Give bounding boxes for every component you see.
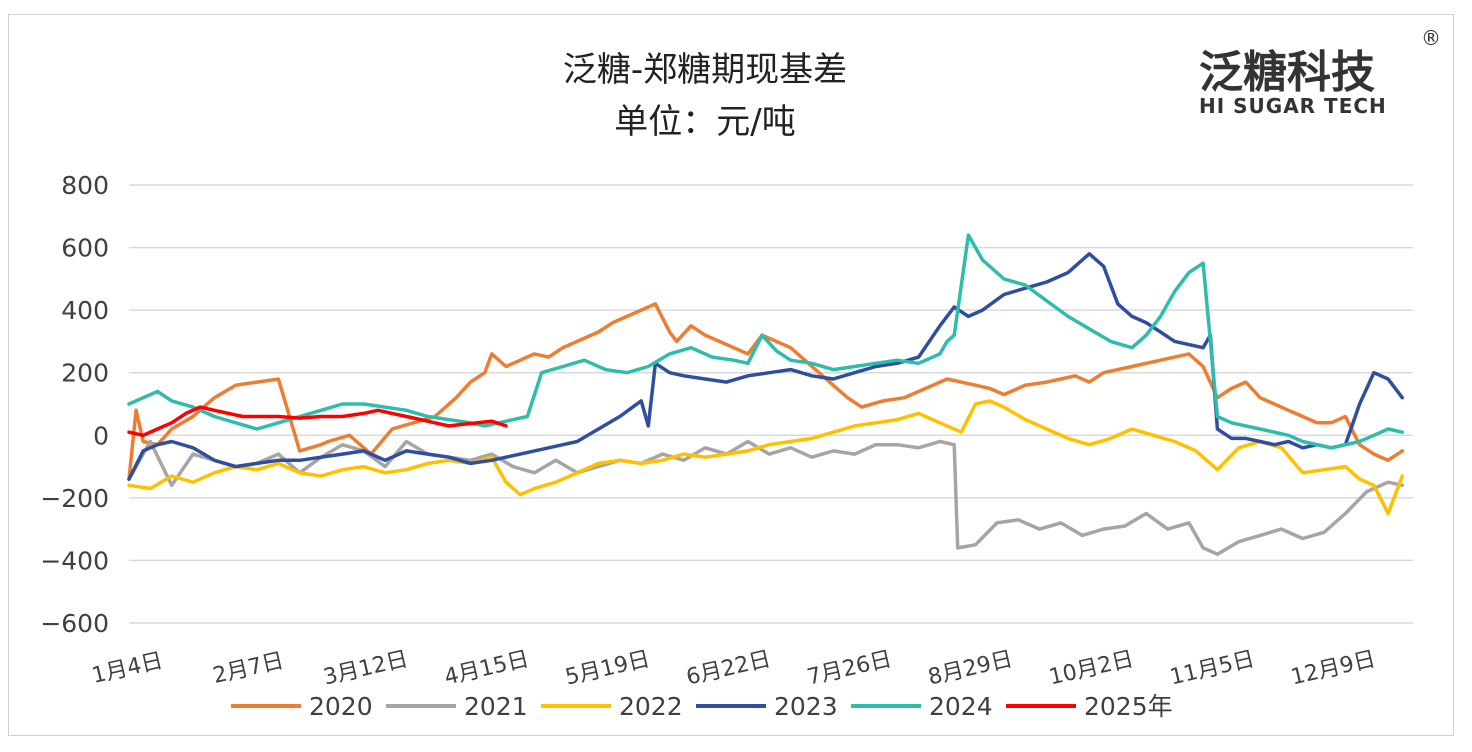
series-line-2024 — [127, 233, 1405, 450]
x-tick-label: 8月29日 — [926, 647, 1015, 691]
logo-sub-text: HI SUGAR TECH — [1199, 94, 1387, 118]
gridlines — [129, 184, 1413, 624]
legend-label: 2021 — [464, 692, 528, 721]
legend: 2020 2021 2022 2023 2024 2025年 — [231, 692, 1173, 721]
y-tick-label: −400 — [40, 546, 109, 575]
legend-label: 2025年 — [1084, 692, 1173, 721]
legend-label: 2023 — [774, 692, 838, 721]
series-line-2020 — [127, 302, 1405, 481]
legend-label: 2020 — [309, 692, 373, 721]
legend-label: 2022 — [619, 692, 683, 721]
series-line-2021 — [127, 439, 1405, 556]
y-tick-label: 0 — [93, 421, 109, 450]
x-axis-ticks: 1月4日 2月7日 3月12日 4月15日 5月19日 6月22日 7月26日 8月29日 10… — [90, 647, 1378, 691]
y-tick-label: −200 — [40, 484, 109, 513]
chart-frame: 泛糖-郑糖期现基差 单位：元/吨 泛糖科技 ® HI SUGAR TECH 80… — [8, 14, 1454, 736]
x-tick-label: 2月7日 — [211, 648, 287, 689]
chart-svg: 泛糖-郑糖期现基差 单位：元/吨 泛糖科技 ® HI SUGAR TECH 80… — [40, 26, 1441, 721]
x-tick-label: 1月4日 — [90, 648, 166, 689]
x-tick-label: 3月12日 — [321, 647, 410, 691]
y-tick-label: −600 — [40, 609, 109, 638]
logo-main-text: 泛糖科技 — [1199, 47, 1375, 98]
chart-title: 泛糖-郑糖期现基差 — [563, 50, 847, 90]
chart-subtitle: 单位：元/吨 — [614, 102, 795, 142]
series-line-2023 — [127, 252, 1405, 481]
series-line-2022 — [127, 399, 1405, 516]
series-lines — [127, 233, 1405, 556]
x-tick-label: 5月19日 — [563, 647, 652, 691]
x-tick-label: 12月9日 — [1289, 647, 1378, 691]
x-tick-label: 4月15日 — [442, 647, 531, 691]
legend-label: 2024 — [929, 692, 993, 721]
x-tick-label: 7月26日 — [805, 647, 894, 691]
x-tick-label: 10月2日 — [1047, 647, 1136, 691]
logo-registered-mark: ® — [1421, 26, 1441, 50]
y-tick-label: 800 — [61, 171, 109, 200]
y-axis-ticks: 800 600 400 200 0 −200 −400 −600 — [40, 171, 109, 638]
series-line-2025年 — [127, 405, 508, 438]
y-tick-label: 400 — [61, 296, 109, 325]
x-tick-label: 6月22日 — [684, 647, 773, 691]
y-tick-label: 200 — [61, 359, 109, 388]
x-tick-label: 11月5日 — [1168, 647, 1257, 691]
y-tick-label: 600 — [61, 234, 109, 263]
hi-sugar-tech-logo: 泛糖科技 ® HI SUGAR TECH — [1199, 26, 1441, 118]
